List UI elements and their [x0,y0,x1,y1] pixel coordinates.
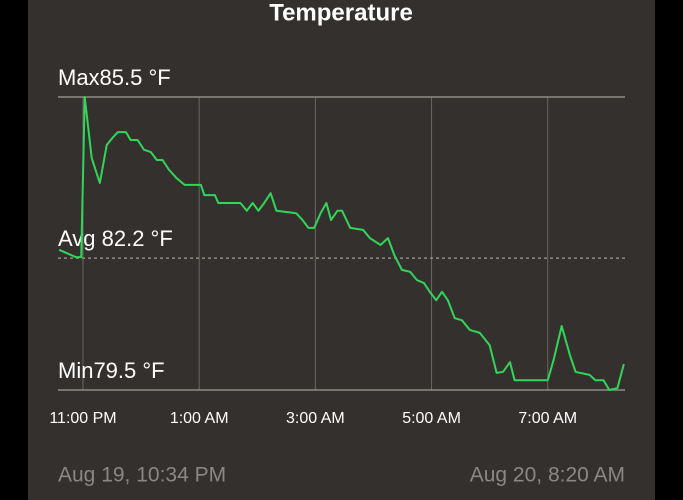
panel [28,0,655,500]
x-tick-label: 7:00 AM [518,410,577,427]
end-label: Aug 20, 8:20 AM [470,464,625,487]
reference-label: Max85.5 °F [58,65,171,90]
x-tick-label: 1:00 AM [170,410,229,427]
x-tick-label: 11:00 PM [49,410,116,427]
reference-label: Avg 82.2 °F [58,226,173,251]
chart-title: Temperature [269,0,413,26]
x-tick-label: 5:00 AM [402,410,461,427]
reference-label: Min79.5 °F [58,358,165,383]
temperature-line [58,96,625,391]
x-tick-label: 3:00 AM [286,410,345,427]
start-label: Aug 19, 10:34 PM [58,464,226,487]
